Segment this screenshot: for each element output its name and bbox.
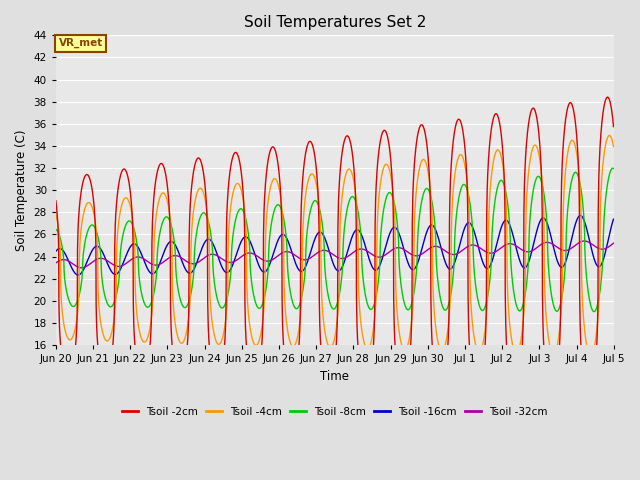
- Text: VR_met: VR_met: [59, 38, 103, 48]
- Title: Soil Temperatures Set 2: Soil Temperatures Set 2: [244, 15, 426, 30]
- Y-axis label: Soil Temperature (C): Soil Temperature (C): [15, 130, 28, 251]
- X-axis label: Time: Time: [320, 370, 349, 383]
- Legend: Tsoil -2cm, Tsoil -4cm, Tsoil -8cm, Tsoil -16cm, Tsoil -32cm: Tsoil -2cm, Tsoil -4cm, Tsoil -8cm, Tsoi…: [118, 403, 552, 421]
